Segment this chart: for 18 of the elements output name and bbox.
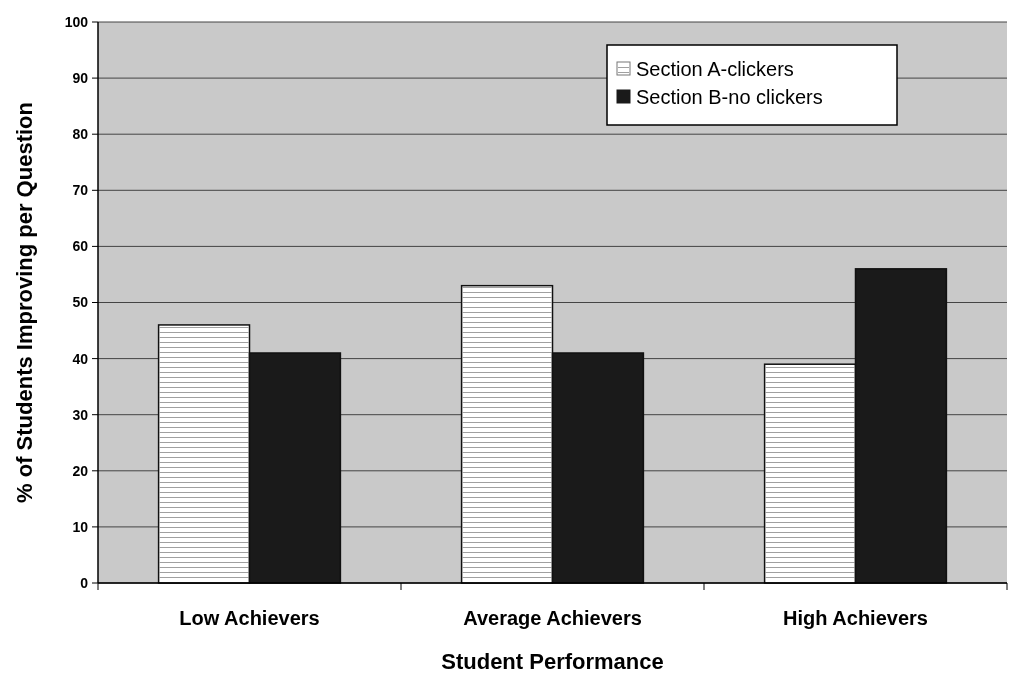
legend-label: Section A-clickers <box>636 58 794 80</box>
x-axis-title: Student Performance <box>441 649 664 674</box>
y-tick-label: 30 <box>72 406 89 423</box>
y-tick-label: 100 <box>64 13 89 30</box>
x-tick-label: Average Achievers <box>463 607 642 629</box>
y-tick-label: 0 <box>80 574 89 591</box>
y-tick-label: 50 <box>72 294 89 311</box>
y-tick-label: 70 <box>72 182 89 199</box>
y-tick-label: 40 <box>72 350 89 367</box>
y-tick-label: 80 <box>72 126 89 143</box>
y-tick-label: 60 <box>72 238 89 255</box>
y-tick-label: 10 <box>72 518 89 535</box>
y-axis-title: % of Students Improving per Question <box>12 102 37 503</box>
y-tick-label: 20 <box>72 462 89 479</box>
legend-label: Section B-no clickers <box>636 86 823 108</box>
x-tick-label: High Achievers <box>783 607 928 629</box>
y-tick-label: 90 <box>72 70 89 86</box>
x-tick-label: Low Achievers <box>179 607 320 629</box>
